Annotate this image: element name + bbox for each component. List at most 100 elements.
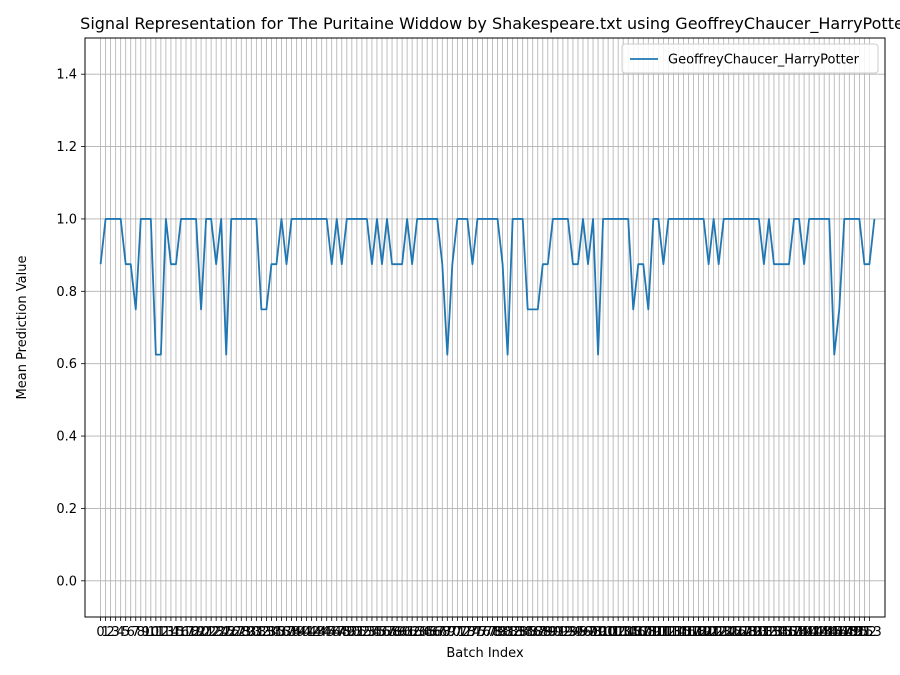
x-tick-label: 80 <box>494 625 511 640</box>
x-tick-label: 118 <box>681 625 706 640</box>
x-tick-label: 15 <box>168 625 185 640</box>
x-tick-label: 103 <box>606 625 631 640</box>
x-tick-label: 79 <box>489 625 506 640</box>
x-tick-label: 47 <box>328 625 345 640</box>
x-tick-label: 149 <box>837 625 862 640</box>
x-tick-label: 3 <box>112 625 120 640</box>
x-tick-label: 20 <box>193 625 210 640</box>
x-tick-label: 45 <box>318 625 335 640</box>
x-tick-label: 95 <box>570 625 587 640</box>
x-tick-label: 126 <box>721 625 746 640</box>
x-tick-label: 69 <box>439 625 456 640</box>
x-tick-label: 115 <box>666 625 691 640</box>
x-tick-label: 139 <box>787 625 812 640</box>
y-tick-label: 1.2 <box>56 140 77 155</box>
x-tick-label: 107 <box>626 625 651 640</box>
x-tick-label: 108 <box>631 625 656 640</box>
x-tick-label: 26 <box>223 625 240 640</box>
x-tick-label: 63 <box>409 625 426 640</box>
x-tick-label: 0 <box>96 625 104 640</box>
x-tick-label: 122 <box>701 625 726 640</box>
x-tick-label: 51 <box>349 625 366 640</box>
x-tick-label: 135 <box>767 625 792 640</box>
x-tick-label: 14 <box>163 625 180 640</box>
x-tick-label: 148 <box>832 625 857 640</box>
x-tick-label: 92 <box>555 625 572 640</box>
x-tick-label: 59 <box>389 625 406 640</box>
x-tick-label: 72 <box>454 625 471 640</box>
x-tick-label: 96 <box>575 625 592 640</box>
x-tick-label: 77 <box>479 625 496 640</box>
x-tick-label: 18 <box>183 625 200 640</box>
y-tick-label: 1.4 <box>56 68 77 83</box>
x-tick-label: 145 <box>817 625 842 640</box>
x-tick-label: 111 <box>646 625 671 640</box>
x-tick-label: 4 <box>117 625 125 640</box>
y-tick-label: 0.8 <box>56 285 77 300</box>
x-tick-label: 78 <box>484 625 501 640</box>
x-tick-label: 125 <box>716 625 741 640</box>
x-tick-label: 13 <box>158 625 175 640</box>
x-tick-label: 27 <box>228 625 245 640</box>
x-tick-label: 52 <box>354 625 371 640</box>
x-tick-label: 106 <box>621 625 646 640</box>
x-tick-label: 119 <box>686 625 711 640</box>
x-tick-label: 147 <box>827 625 852 640</box>
x-tick-label: 6 <box>127 625 135 640</box>
x-tick-label: 73 <box>459 625 476 640</box>
x-tick-label: 36 <box>273 625 290 640</box>
x-tick-label: 127 <box>726 625 751 640</box>
x-tick-label: 49 <box>339 625 356 640</box>
x-tick-label: 24 <box>213 625 230 640</box>
x-tick-label: 151 <box>847 625 872 640</box>
x-tick-label: 50 <box>344 625 361 640</box>
x-tick-label: 87 <box>529 625 546 640</box>
x-tick-label: 117 <box>676 625 701 640</box>
x-tick-label: 22 <box>203 625 220 640</box>
x-tick-label: 65 <box>419 625 436 640</box>
series-line <box>99 218 876 356</box>
x-tick-label: 144 <box>812 625 837 640</box>
x-tick-label: 101 <box>596 625 621 640</box>
series-group <box>99 218 876 356</box>
x-tick-label: 9 <box>142 625 150 640</box>
x-tick-label: 123 <box>706 625 731 640</box>
x-tick-label: 1 <box>101 625 109 640</box>
x-tick-label: 131 <box>746 625 771 640</box>
x-tick-label: 7 <box>132 625 140 640</box>
x-tick-label: 8 <box>137 625 145 640</box>
x-tick-label: 83 <box>509 625 526 640</box>
x-tick-label: 100 <box>591 625 616 640</box>
plot-frame <box>84 37 886 618</box>
x-tick-label: 85 <box>519 625 536 640</box>
x-tick-label: 28 <box>233 625 250 640</box>
x-tick-label: 39 <box>288 625 305 640</box>
x-tick-label: 48 <box>334 625 351 640</box>
legend-label: GeoffreyChaucer_HarryPotter <box>668 53 860 68</box>
x-tick-label: 143 <box>807 625 832 640</box>
x-tick-label: 140 <box>792 625 817 640</box>
legend-box <box>621 43 879 74</box>
x-tick-label: 138 <box>782 625 807 640</box>
x-tick-label: 44 <box>313 625 330 640</box>
x-tick-label: 150 <box>842 625 867 640</box>
x-tick-label: 129 <box>736 625 761 640</box>
x-tick-label: 40 <box>293 625 310 640</box>
x-tick-label: 109 <box>636 625 661 640</box>
x-tick-label: 152 <box>852 625 877 640</box>
x-tick-label: 70 <box>444 625 461 640</box>
x-tick-label: 102 <box>601 625 626 640</box>
x-tick-label: 58 <box>384 625 401 640</box>
x-tick-label: 113 <box>656 625 681 640</box>
x-tick-label: 33 <box>258 625 275 640</box>
x-tick-label: 38 <box>283 625 300 640</box>
x-tick-label: 132 <box>751 625 776 640</box>
x-tick-label: 16 <box>173 625 190 640</box>
x-tick-label: 141 <box>797 625 822 640</box>
x-tick-label: 17 <box>178 625 195 640</box>
y-tick-label: 1.0 <box>56 212 77 227</box>
x-tick-label: 114 <box>661 625 686 640</box>
x-tick-label: 97 <box>580 625 597 640</box>
x-tick-label: 112 <box>651 625 676 640</box>
